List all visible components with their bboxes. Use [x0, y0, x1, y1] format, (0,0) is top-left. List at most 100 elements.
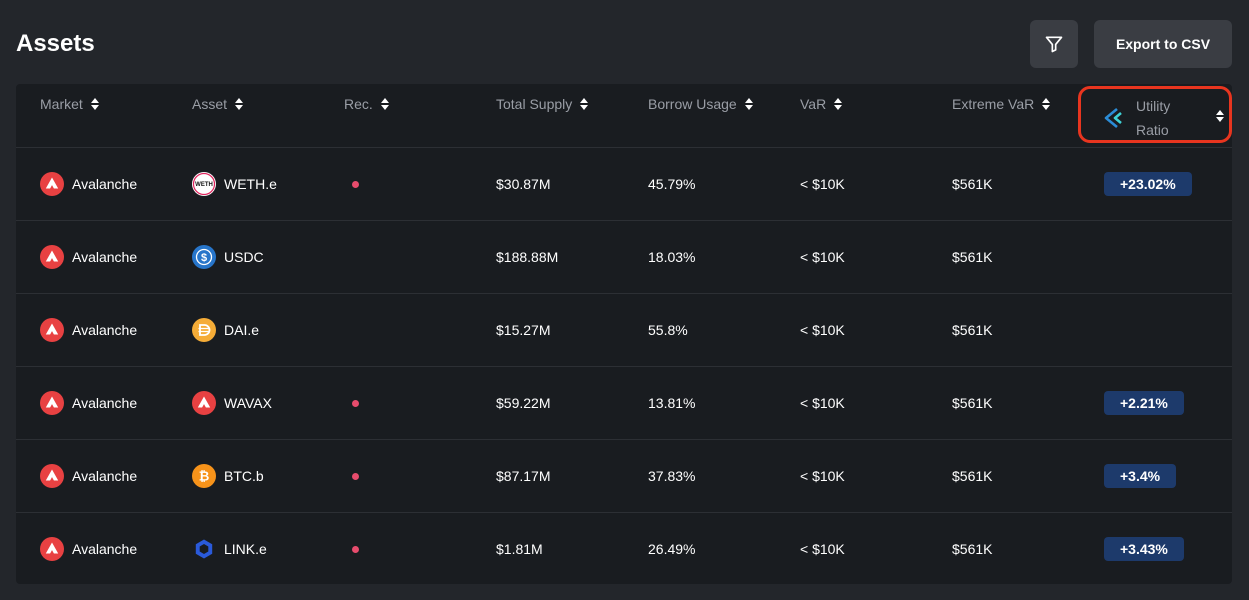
usdc-icon: $ [192, 245, 216, 269]
market-name: Avalanche [72, 249, 138, 265]
header-asset-label: Asset [192, 96, 228, 112]
header-borrow-usage[interactable]: Borrow Usage [648, 96, 753, 112]
btc-icon: ₿ [192, 464, 216, 488]
header-extreme-var-label: Extreme VaR [952, 96, 1035, 112]
sort-icon [235, 98, 244, 110]
asset-name: USDC [224, 249, 264, 265]
header-market-label: Market [40, 96, 83, 112]
chainlink-icon [192, 537, 216, 561]
cell-total-supply: $59.22M [496, 395, 551, 411]
sort-icon [834, 98, 843, 110]
cell-market: Avalanche [40, 221, 137, 293]
table-row[interactable]: Avalanche WAVAX $59.22M 13.81% < $10K $561K +2… [16, 367, 1232, 440]
table-row[interactable]: Avalanche WETH WETH.e $30.87M 45.79% < $10K $5… [16, 148, 1232, 221]
cell-var: < $10K [800, 176, 845, 192]
avalanche-icon [40, 318, 64, 342]
header-var[interactable]: VaR [800, 96, 843, 112]
utility-badge: +3.4% [1104, 464, 1177, 488]
cell-rec [352, 367, 359, 439]
avalanche-icon [40, 391, 64, 415]
cell-extreme-var: $561K [952, 249, 993, 265]
asset-name: DAI.e [224, 322, 260, 338]
cell-utility-ratio: +3.4% [1104, 440, 1177, 512]
table-row[interactable]: Avalanche DAI.e $15.27M 55.8% < $10K $561K [16, 294, 1232, 367]
recommendation-dot [352, 472, 359, 480]
cell-total-supply: $188.88M [496, 249, 559, 265]
sort-icon [90, 98, 99, 110]
utility-badge: +23.02% [1104, 172, 1192, 196]
table-row[interactable]: Avalanche LINK.e $1.81M 26.49% < $10K $561K +3… [16, 513, 1232, 584]
cell-extreme-var: $561K [952, 322, 993, 338]
header-utility-ratio[interactable]: Utility Ratio [1102, 94, 1196, 142]
avax-icon [192, 391, 216, 415]
cell-utility-ratio: +2.21% [1104, 367, 1184, 439]
weth-icon: WETH [192, 172, 216, 196]
cell-market: Avalanche [40, 440, 137, 512]
export-csv-button[interactable]: Export to CSV [1094, 20, 1232, 68]
svg-text:$: $ [201, 252, 207, 264]
table-row[interactable]: Avalanche $ USDC $188.88M 18.03% < $10K $561K [16, 221, 1232, 294]
cell-total-supply: $15.27M [496, 322, 551, 338]
cell-borrow-usage: 13.81% [648, 395, 696, 411]
cell-borrow-usage: 18.03% [648, 249, 696, 265]
table-header: Market Asset Rec. Total Supply Borrow Us… [16, 84, 1232, 148]
cell-asset: WETH WETH.e [192, 148, 277, 220]
header-asset[interactable]: Asset [192, 96, 244, 112]
utility-badge: +2.21% [1104, 391, 1184, 415]
cell-extreme-var: $561K [952, 395, 993, 411]
avalanche-icon [40, 537, 64, 561]
recommendation-dot [352, 545, 359, 553]
recommendation-dot [352, 180, 359, 188]
svg-text:₿: ₿ [199, 469, 210, 484]
cell-asset: $ USDC [192, 221, 264, 293]
utility-ratio-highlight [1078, 86, 1232, 143]
cell-extreme-var: $561K [952, 541, 993, 557]
cell-borrow-usage: 37.83% [648, 468, 696, 484]
header-extreme-var[interactable]: Extreme VaR [952, 96, 1051, 112]
table-body: Avalanche WETH WETH.e $30.87M 45.79% < $10K $5… [16, 148, 1232, 584]
header-rec[interactable]: Rec. [344, 96, 389, 112]
cell-market: Avalanche [40, 294, 137, 366]
cell-borrow-usage: 26.49% [648, 541, 696, 557]
cell-utility-ratio: +23.02% [1104, 148, 1192, 220]
cell-extreme-var: $561K [952, 468, 993, 484]
market-name: Avalanche [72, 468, 138, 484]
cell-asset: DAI.e [192, 294, 259, 366]
cell-market: Avalanche [40, 367, 137, 439]
cell-rec [352, 440, 359, 512]
sort-icon[interactable] [1216, 110, 1224, 122]
header-var-label: VaR [800, 96, 827, 112]
header-total-supply[interactable]: Total Supply [496, 96, 589, 112]
cell-borrow-usage: 55.8% [648, 322, 688, 338]
sort-icon [380, 98, 389, 110]
header-utility-line2: Ratio [1136, 122, 1169, 138]
cell-total-supply: $30.87M [496, 176, 551, 192]
filter-icon [1045, 36, 1063, 53]
asset-name: LINK.e [224, 541, 267, 557]
header-market[interactable]: Market [40, 96, 99, 112]
header-total-supply-label: Total Supply [496, 96, 573, 112]
cell-market: Avalanche [40, 148, 137, 220]
table-row[interactable]: Avalanche ₿ BTC.b $87.17M 37.83% < $10K $561K +… [16, 440, 1232, 513]
market-name: Avalanche [72, 541, 138, 557]
sort-icon [1042, 98, 1051, 110]
cell-asset: WAVAX [192, 367, 272, 439]
avalanche-icon [40, 172, 64, 196]
cell-var: < $10K [800, 541, 845, 557]
cell-extreme-var: $561K [952, 176, 993, 192]
assets-table: Market Asset Rec. Total Supply Borrow Us… [16, 84, 1232, 584]
cell-var: < $10K [800, 322, 845, 338]
header-borrow-usage-label: Borrow Usage [648, 96, 737, 112]
sort-icon [580, 98, 589, 110]
filter-button[interactable] [1030, 20, 1078, 68]
header-utility-line1: Utility [1136, 98, 1171, 114]
avalanche-icon [40, 464, 64, 488]
page-title: Assets [16, 30, 95, 57]
svg-text:WETH: WETH [195, 182, 213, 188]
asset-name: WAVAX [224, 395, 272, 411]
utility-badge: +3.43% [1104, 537, 1184, 561]
dai-icon [192, 318, 216, 342]
cell-asset: LINK.e [192, 513, 267, 584]
cell-asset: ₿ BTC.b [192, 440, 264, 512]
cell-rec [352, 513, 359, 584]
